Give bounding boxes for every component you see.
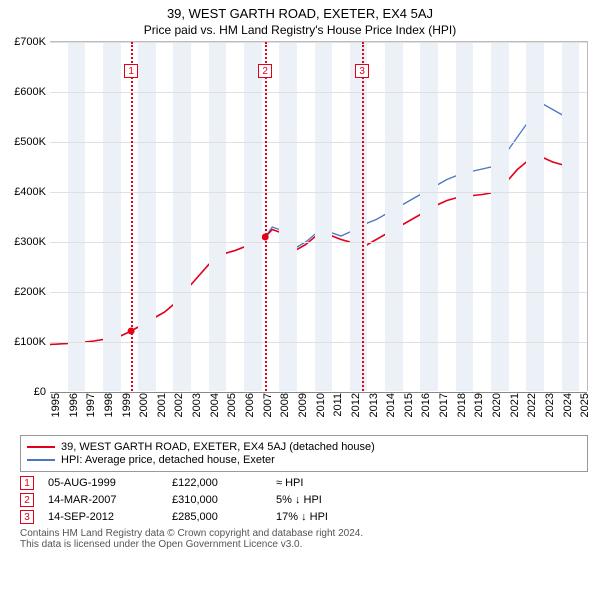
year-band <box>526 42 544 391</box>
year-band <box>209 42 227 391</box>
footer-line-2: This data is licensed under the Open Gov… <box>20 539 580 550</box>
x-tick-label: 2010 <box>315 393 327 417</box>
sale-date: 14-MAR-2007 <box>48 494 158 506</box>
x-tick-label: 2018 <box>456 393 468 417</box>
y-tick-label: £400K <box>14 186 46 198</box>
sale-date: 14-SEP-2012 <box>48 511 158 523</box>
sale-marker-box-2: 2 <box>258 64 272 78</box>
sale-row-1: 1 05-AUG-1999 £122,000 ≈ HPI <box>20 476 580 490</box>
x-tick-label: 2024 <box>562 393 574 417</box>
sale-price: £310,000 <box>172 494 262 506</box>
x-tick-label: 2000 <box>138 393 150 417</box>
sale-row-marker: 2 <box>20 493 34 507</box>
x-tick-label: 2025 <box>579 393 591 417</box>
x-tick-label: 2003 <box>191 393 203 417</box>
x-tick-label: 2015 <box>403 393 415 417</box>
sale-row-3: 3 14-SEP-2012 £285,000 17% ↓ HPI <box>20 510 580 524</box>
x-tick-label: 2023 <box>544 393 556 417</box>
x-tick-label: 2008 <box>279 393 291 417</box>
x-tick-label: 2017 <box>438 393 450 417</box>
sale-delta: 17% ↓ HPI <box>276 511 328 523</box>
sale-price: £122,000 <box>172 477 262 489</box>
x-tick-label: 1997 <box>85 393 97 417</box>
sale-row-marker: 1 <box>20 476 34 490</box>
footer-attribution: Contains HM Land Registry data © Crown c… <box>20 528 580 550</box>
chart-plot-area: £0£100K£200K£300K£400K£500K£600K£700K 12… <box>50 41 588 391</box>
x-tick-label: 2014 <box>385 393 397 417</box>
sales-table: 1 05-AUG-1999 £122,000 ≈ HPI 2 14-MAR-20… <box>20 476 580 524</box>
x-tick-label: 2001 <box>156 393 168 417</box>
year-band <box>68 42 86 391</box>
legend-label: 39, WEST GARTH ROAD, EXETER, EX4 5AJ (de… <box>61 441 375 453</box>
chart-title: 39, WEST GARTH ROAD, EXETER, EX4 5AJ <box>0 6 600 21</box>
y-axis-labels: £0£100K£200K£300K£400K£500K£600K£700K <box>0 42 48 391</box>
y-tick-label: £100K <box>14 336 46 348</box>
sale-row-2: 2 14-MAR-2007 £310,000 5% ↓ HPI <box>20 493 580 507</box>
y-tick-label: £500K <box>14 136 46 148</box>
x-tick-label: 2009 <box>297 393 309 417</box>
x-tick-label: 2022 <box>526 393 538 417</box>
sale-marker-box-3: 3 <box>355 64 369 78</box>
legend-label: HPI: Average price, detached house, Exet… <box>61 454 275 466</box>
x-tick-label: 2006 <box>244 393 256 417</box>
year-band <box>138 42 156 391</box>
year-band <box>420 42 438 391</box>
year-band <box>491 42 509 391</box>
sale-marker-line-1 <box>131 42 133 391</box>
y-tick-label: £600K <box>14 86 46 98</box>
sale-marker-line-3 <box>362 42 364 391</box>
y-tick-label: £300K <box>14 236 46 248</box>
x-tick-label: 1996 <box>68 393 80 417</box>
x-tick-label: 2005 <box>226 393 238 417</box>
x-tick-label: 2007 <box>262 393 274 417</box>
year-band <box>315 42 333 391</box>
footer-line-1: Contains HM Land Registry data © Crown c… <box>20 528 580 539</box>
x-tick-label: 2021 <box>509 393 521 417</box>
sale-marker-line-2 <box>265 42 267 391</box>
x-tick-label: 2013 <box>368 393 380 417</box>
x-tick-label: 1998 <box>103 393 115 417</box>
x-tick-label: 1999 <box>121 393 133 417</box>
chart-subtitle: Price paid vs. HM Land Registry's House … <box>0 23 600 37</box>
y-tick-label: £200K <box>14 286 46 298</box>
year-band <box>173 42 191 391</box>
x-tick-label: 2011 <box>332 393 344 417</box>
x-tick-label: 1995 <box>50 393 62 417</box>
year-band <box>279 42 297 391</box>
year-band <box>562 42 580 391</box>
year-band <box>244 42 262 391</box>
x-tick-label: 2012 <box>350 393 362 417</box>
sale-price: £285,000 <box>172 511 262 523</box>
x-tick-label: 2020 <box>491 393 503 417</box>
legend-swatch <box>27 446 55 448</box>
year-band <box>350 42 368 391</box>
legend-swatch <box>27 459 55 461</box>
y-tick-label: £700K <box>14 36 46 48</box>
sale-delta: 5% ↓ HPI <box>276 494 322 506</box>
sale-date: 05-AUG-1999 <box>48 477 158 489</box>
x-tick-label: 2019 <box>473 393 485 417</box>
y-tick-label: £0 <box>34 386 46 398</box>
x-tick-label: 2004 <box>209 393 221 417</box>
sale-marker-box-1: 1 <box>124 64 138 78</box>
year-band <box>385 42 403 391</box>
x-tick-label: 2016 <box>420 393 432 417</box>
x-tick-label: 2002 <box>173 393 185 417</box>
legend-item-hpi: HPI: Average price, detached house, Exet… <box>27 454 581 466</box>
year-band <box>456 42 474 391</box>
year-band <box>103 42 121 391</box>
sale-delta: ≈ HPI <box>276 477 303 489</box>
legend-item-price_paid: 39, WEST GARTH ROAD, EXETER, EX4 5AJ (de… <box>27 441 581 453</box>
sale-row-marker: 3 <box>20 510 34 524</box>
x-axis-labels: 1995 1996 1997 1998 1999 2000 2001 2002 2003 2004… <box>50 391 588 429</box>
legend: 39, WEST GARTH ROAD, EXETER, EX4 5AJ (de… <box>20 435 588 472</box>
